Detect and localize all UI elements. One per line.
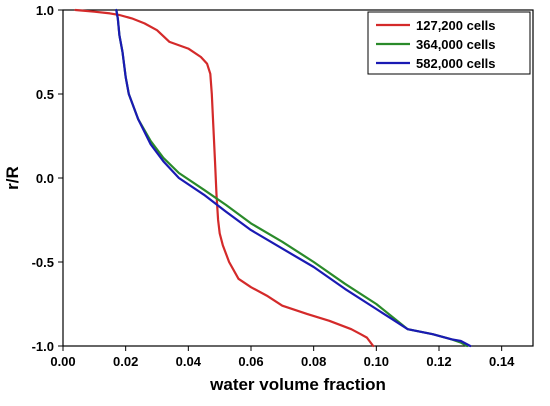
y-tick-label: 0.5 — [36, 87, 54, 102]
x-tick-label: 0.06 — [238, 354, 263, 369]
y-axis-title: r/R — [3, 166, 22, 190]
legend-label-1: 127,200 cells — [416, 18, 496, 33]
y-tick-label: -1.0 — [32, 339, 54, 354]
x-tick-label: 0.14 — [489, 354, 515, 369]
y-tick-label: 1.0 — [36, 3, 54, 18]
legend: 127,200 cells 364,000 cells 582,000 cells — [367, 11, 531, 75]
x-tick-label: 0.08 — [301, 354, 326, 369]
x-tick-label: 0.12 — [426, 354, 451, 369]
x-axis-title: water volume fraction — [209, 375, 386, 394]
series-layer — [74, 8, 472, 348]
legend-label-2: 364,000 cells — [416, 37, 496, 52]
y-tick-label: -0.5 — [32, 255, 54, 270]
y-axis: 1.0 0.5 0.0 -0.5 -1.0 — [32, 3, 63, 354]
x-tick-label: 0.02 — [113, 354, 138, 369]
x-axis: 0.00 0.02 0.04 0.06 0.08 0.10 0.12 0.14 — [50, 346, 515, 369]
x-tick-label: 0.10 — [364, 354, 389, 369]
series-line-1 — [74, 8, 375, 348]
y-tick-label: 0.0 — [36, 171, 54, 186]
legend-label-3: 582,000 cells — [416, 56, 496, 71]
x-tick-label: 0.04 — [176, 354, 202, 369]
series-line-3 — [115, 8, 472, 348]
x-tick-label: 0.00 — [50, 354, 75, 369]
